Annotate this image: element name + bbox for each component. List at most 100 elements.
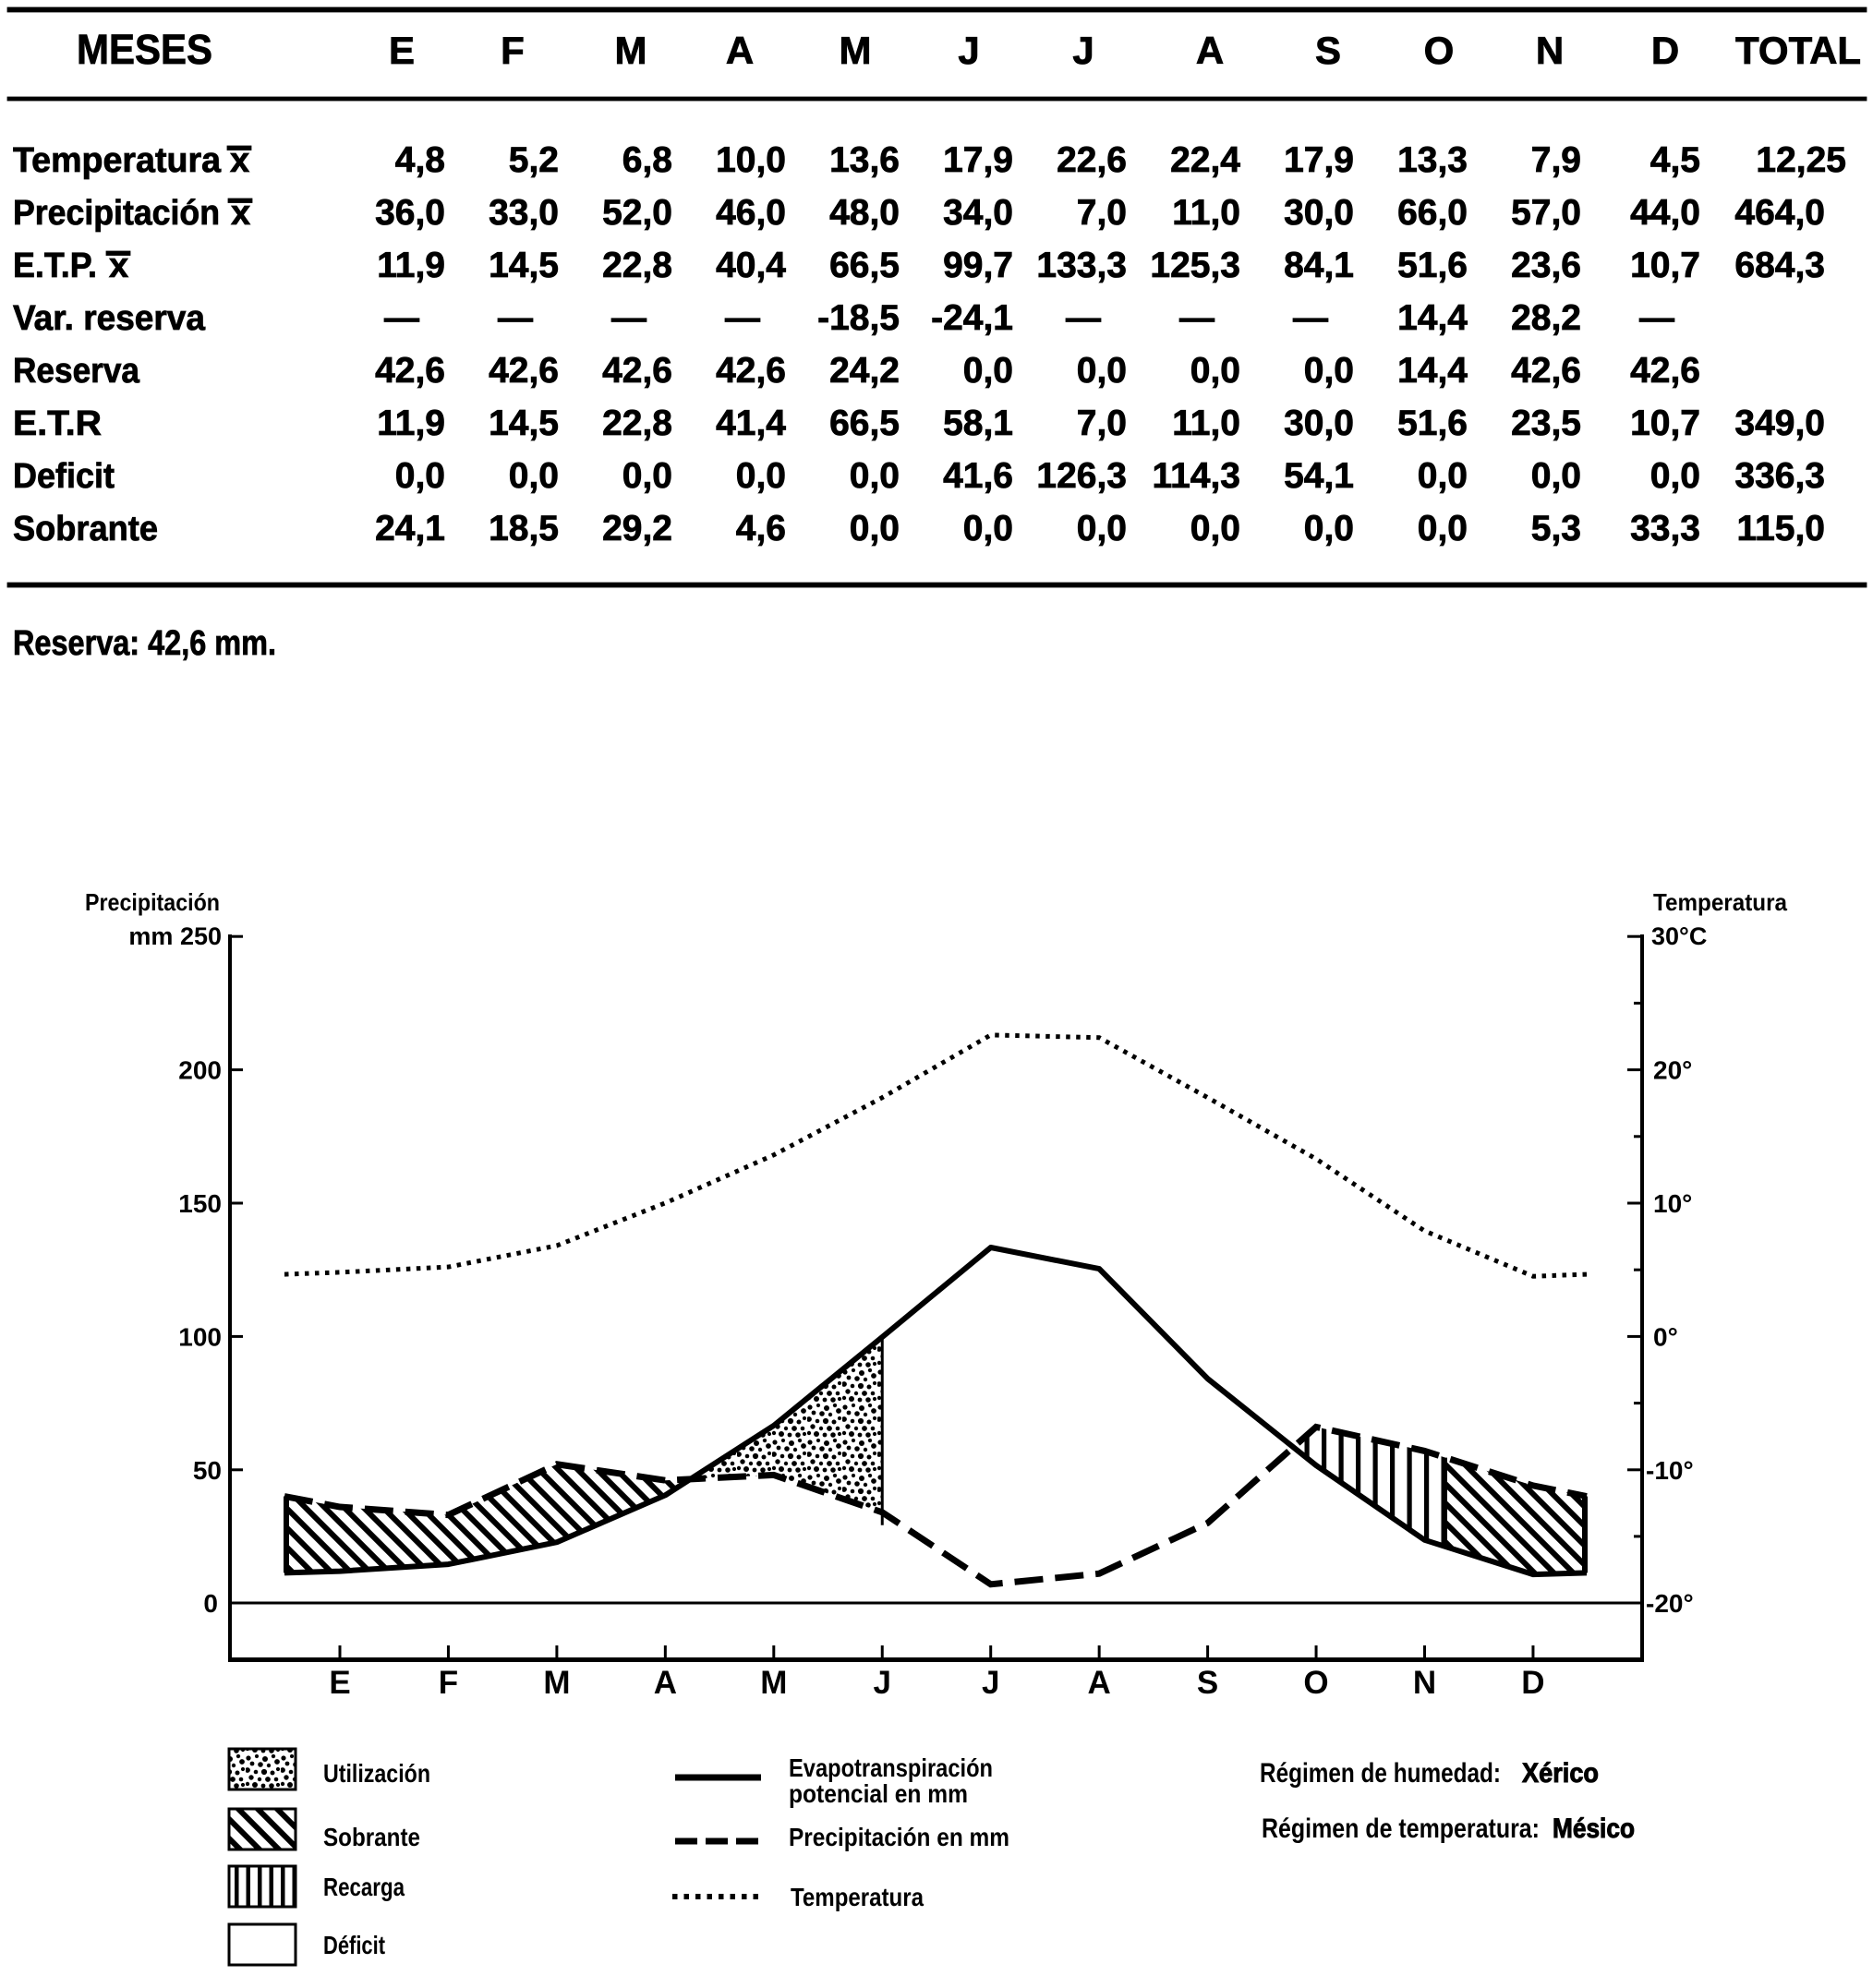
svg-text:14,5: 14,5: [489, 246, 559, 285]
svg-text:0,0: 0,0: [395, 456, 445, 496]
svg-text:50: 50: [193, 1456, 222, 1485]
svg-text:0,0: 0,0: [1650, 456, 1700, 496]
svg-text:0,0: 0,0: [736, 456, 786, 496]
svg-text:99,7: 99,7: [943, 246, 1013, 285]
svg-text:x: x: [109, 247, 128, 285]
svg-text:-20°: -20°: [1646, 1589, 1694, 1618]
svg-text:0,0: 0,0: [1531, 456, 1581, 496]
svg-text:14,4: 14,4: [1397, 351, 1468, 391]
svg-text:24,2: 24,2: [829, 351, 900, 391]
svg-text:0,0: 0,0: [1190, 509, 1240, 548]
svg-text:23,5: 23,5: [1511, 404, 1581, 443]
svg-text:Deficit: Deficit: [13, 457, 115, 496]
svg-text:A: A: [1088, 1665, 1111, 1701]
svg-text:A: A: [1196, 29, 1224, 72]
svg-text:33,3: 33,3: [1630, 509, 1700, 548]
svg-text:TOTAL: TOTAL: [1735, 29, 1861, 72]
svg-text:D: D: [1651, 29, 1679, 72]
svg-text:30,0: 30,0: [1284, 193, 1354, 233]
svg-text:28,2: 28,2: [1511, 298, 1581, 338]
svg-text:-18,5: -18,5: [817, 298, 900, 338]
svg-text:M: M: [760, 1665, 787, 1701]
svg-text:Precipitación en mm: Precipitación en mm: [789, 1823, 1009, 1851]
svg-text:684,3: 684,3: [1734, 246, 1825, 285]
svg-text:17,9: 17,9: [1284, 140, 1354, 180]
svg-text:42,6: 42,6: [1511, 351, 1581, 391]
svg-text:22,4: 22,4: [1170, 140, 1240, 180]
svg-text:133,3: 133,3: [1036, 246, 1127, 285]
svg-text:A: A: [654, 1665, 677, 1701]
svg-text:48,0: 48,0: [829, 193, 900, 233]
svg-text:33,0: 33,0: [489, 193, 559, 233]
svg-text:Evapotranspiración: Evapotranspiración: [789, 1753, 993, 1782]
svg-text:336,3: 336,3: [1734, 456, 1825, 496]
svg-text:22,8: 22,8: [602, 246, 672, 285]
svg-text:42,6: 42,6: [1630, 351, 1700, 391]
svg-text:J: J: [1072, 29, 1094, 72]
svg-text:J: J: [982, 1665, 999, 1701]
svg-text:54,1: 54,1: [1284, 456, 1354, 496]
svg-text:E.T.R: E.T.R: [13, 404, 102, 443]
svg-text:40,4: 40,4: [716, 246, 786, 285]
svg-text:41,6: 41,6: [943, 456, 1013, 496]
svg-text:N: N: [1536, 29, 1564, 72]
svg-text:potencial en mm: potencial en mm: [789, 1779, 968, 1808]
svg-text:F: F: [501, 29, 525, 72]
svg-text:Mésico: Mésico: [1553, 1813, 1635, 1844]
svg-text:0: 0: [203, 1589, 218, 1618]
svg-text:42,6: 42,6: [375, 351, 445, 391]
svg-text:N: N: [1413, 1665, 1436, 1701]
svg-text:M: M: [615, 29, 647, 72]
svg-text:O: O: [1424, 29, 1455, 72]
svg-text:Sobrante: Sobrante: [13, 510, 158, 548]
svg-text:0,0: 0,0: [1418, 456, 1468, 496]
svg-text:22,6: 22,6: [1057, 140, 1127, 180]
svg-text:24,1: 24,1: [375, 509, 445, 548]
svg-text:20°: 20°: [1653, 1056, 1692, 1085]
svg-text:100: 100: [178, 1322, 222, 1351]
svg-text:5,2: 5,2: [509, 140, 559, 180]
svg-text:-24,1: -24,1: [931, 298, 1013, 338]
svg-text:S: S: [1315, 29, 1341, 72]
svg-text:x: x: [230, 141, 249, 180]
svg-text:Sobrante: Sobrante: [323, 1823, 420, 1851]
svg-text:6,8: 6,8: [622, 140, 672, 180]
svg-text:E: E: [329, 1665, 350, 1701]
svg-text:Reserva: 42,6 mm.: Reserva: 42,6 mm.: [13, 624, 276, 663]
svg-text:51,6: 51,6: [1397, 404, 1468, 443]
svg-text:0,0: 0,0: [1077, 351, 1127, 391]
svg-text:66,5: 66,5: [829, 404, 900, 443]
svg-text:D: D: [1521, 1665, 1544, 1701]
svg-text:J: J: [958, 29, 979, 72]
svg-text:O: O: [1303, 1665, 1328, 1701]
svg-text:464,0: 464,0: [1734, 193, 1825, 233]
svg-text:0,0: 0,0: [622, 456, 672, 496]
svg-text:17,9: 17,9: [943, 140, 1013, 180]
svg-text:M: M: [543, 1665, 570, 1701]
svg-text:mm 250: mm 250: [128, 922, 222, 950]
svg-text:200: 200: [178, 1056, 222, 1085]
svg-text:Xérico: Xérico: [1522, 1758, 1599, 1789]
svg-text:Temperatura: Temperatura: [1653, 888, 1787, 916]
svg-text:7,0: 7,0: [1077, 404, 1127, 443]
svg-text:0,0: 0,0: [1418, 509, 1468, 548]
svg-text:—: —: [725, 299, 760, 338]
svg-text:13,6: 13,6: [829, 140, 900, 180]
svg-text:12,25: 12,25: [1756, 140, 1846, 180]
svg-text:Régimen de temperatura:: Régimen de temperatura:: [1262, 1813, 1540, 1844]
svg-text:52,0: 52,0: [602, 193, 672, 233]
svg-text:14,4: 14,4: [1397, 298, 1468, 338]
svg-text:0,0: 0,0: [963, 351, 1013, 391]
svg-text:114,3: 114,3: [1153, 456, 1240, 496]
svg-text:11,9: 11,9: [377, 246, 445, 285]
svg-text:14,5: 14,5: [489, 404, 559, 443]
svg-text:A: A: [726, 29, 754, 72]
svg-text:J: J: [874, 1665, 891, 1701]
svg-text:4,5: 4,5: [1650, 140, 1700, 180]
svg-text:13,3: 13,3: [1397, 140, 1468, 180]
svg-text:11,9: 11,9: [377, 404, 445, 443]
svg-text:E: E: [389, 29, 415, 72]
svg-text:58,1: 58,1: [943, 404, 1013, 443]
svg-text:Precipitación: Precipitación: [13, 194, 220, 233]
svg-text:10,0: 10,0: [716, 140, 786, 180]
